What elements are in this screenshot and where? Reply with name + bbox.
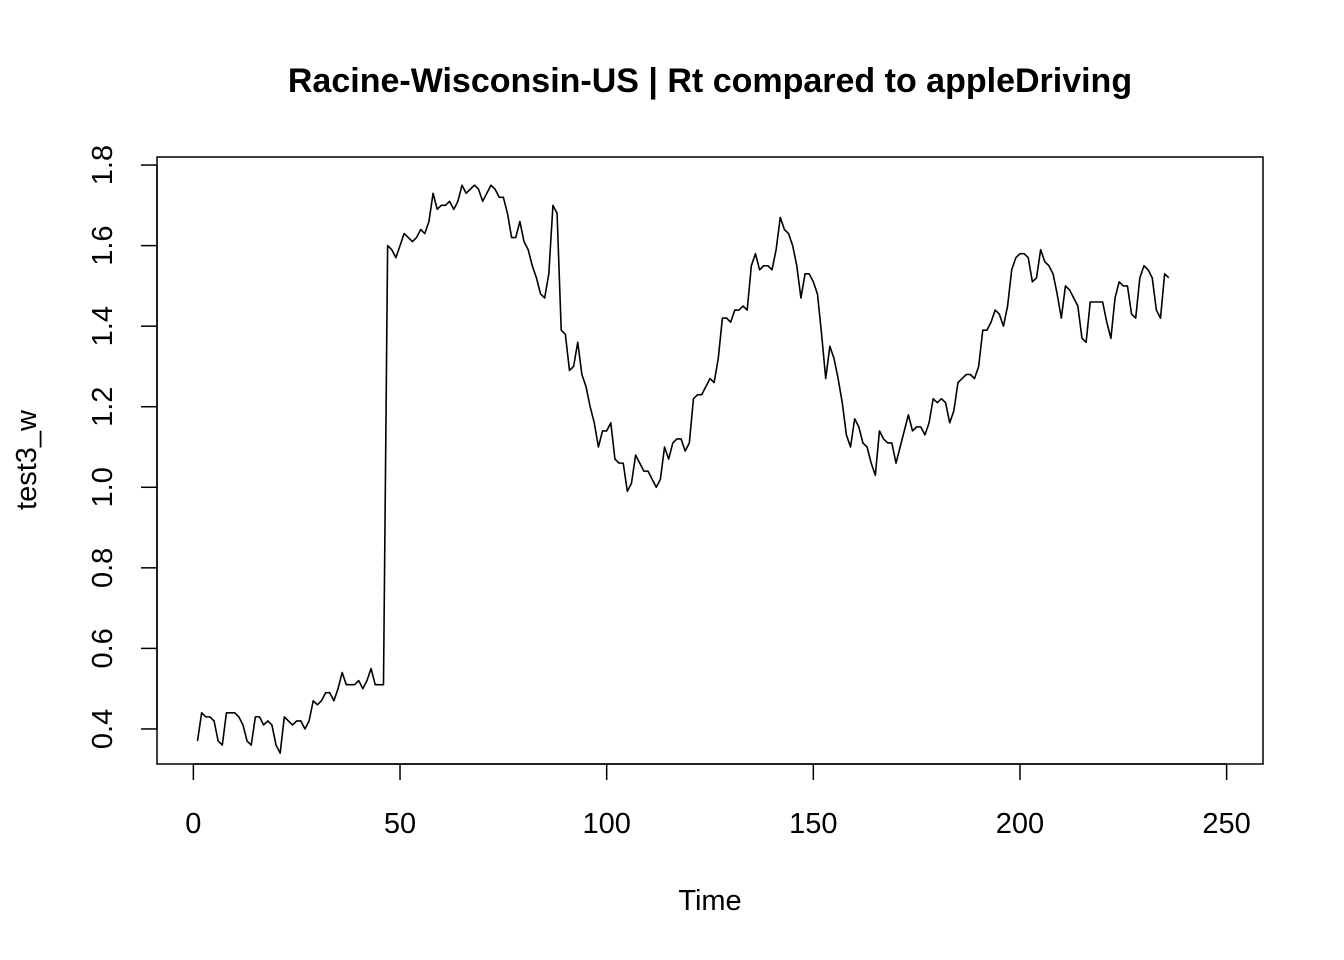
y-axis-label: test3_w: [11, 409, 43, 510]
x-tick-label: 150: [789, 808, 837, 840]
y-tick-label: 1.6: [87, 225, 119, 265]
y-axis: 0.4 0.6 0.8 1.0 1.2 1.4 1.6 1.8: [87, 145, 158, 749]
y-tick-label: 1.0: [87, 467, 119, 507]
x-axis: 0 50 100 150 200 250: [185, 763, 1251, 840]
series-line: [196, 184, 1170, 754]
y-tick-label: 0.4: [87, 709, 119, 749]
chart-title: Racine-Wisconsin-US | Rt compared to app…: [288, 62, 1132, 100]
y-tick-label: 0.6: [87, 628, 119, 668]
y-tick-label: 1.2: [87, 387, 119, 427]
x-tick-label: 50: [384, 808, 416, 840]
x-axis-label: Time: [678, 885, 741, 917]
y-tick-label: 1.8: [87, 145, 119, 185]
x-tick-label: 250: [1202, 808, 1250, 840]
x-tick-label: 200: [996, 808, 1044, 840]
y-tick-label: 0.8: [87, 548, 119, 588]
x-tick-label: 100: [582, 808, 630, 840]
plot-frame: [156, 156, 1264, 765]
x-tick-label: 0: [185, 808, 201, 840]
y-tick-label: 1.4: [87, 306, 119, 346]
